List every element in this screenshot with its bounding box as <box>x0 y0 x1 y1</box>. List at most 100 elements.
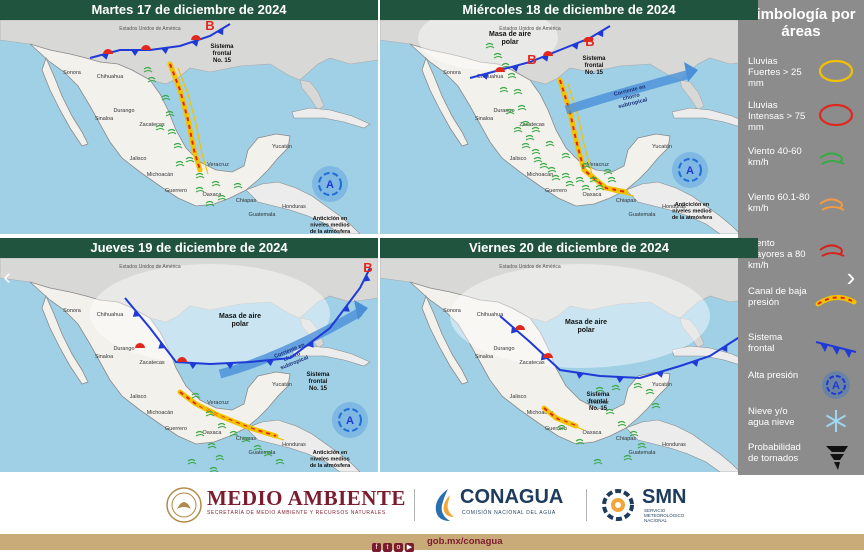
cold-front-triangle <box>216 27 224 36</box>
warm-front-semicircle <box>191 35 201 40</box>
wind-40-60-icon <box>185 156 195 163</box>
jet-stream-arrowhead <box>354 300 368 320</box>
anticyclone-label: Anticiclón en niveles medios de la atmósfe… <box>672 202 713 221</box>
state-label: Guerrero <box>545 426 567 432</box>
yellow-outline-icon <box>818 59 854 83</box>
cold-front-triangle <box>616 376 624 383</box>
legend-item-label: Alta presión <box>748 370 799 381</box>
social-icons: f t o ▶ <box>372 536 416 552</box>
state-label: Michoacán <box>147 410 174 416</box>
state-label: Veracruz <box>587 400 609 406</box>
state-label: Sonora <box>443 308 462 314</box>
jet-stream-arrow <box>218 308 363 379</box>
panel-title: Martes 17 de diciembre de 2024 <box>0 0 378 20</box>
youtube-icon[interactable]: ▶ <box>405 543 414 552</box>
cold-front-triangle <box>158 341 166 349</box>
twitter-icon[interactable]: t <box>383 543 392 552</box>
cold-front-triangle <box>161 47 169 54</box>
wind-40-60-icon <box>513 88 523 95</box>
central-america-land <box>625 419 741 472</box>
cold-front-triangle <box>576 372 584 379</box>
legend-item-label: Lluvias Intensas > 75 mm <box>748 100 806 133</box>
weather-map: Chihuahua Sonora Durango Sinaloa Zacatecas Ja… <box>0 20 378 234</box>
wind-40-60-icon <box>545 140 555 147</box>
forecast-panel-tuesday: Martes 17 de diciembre de 2024 Chihuahua… <box>0 0 378 234</box>
weather-map: Masa de aire polar Chihuahua Sonora Durango S… <box>380 258 758 472</box>
state-label: Yucatán <box>652 382 672 388</box>
cold-front-icon <box>815 341 857 358</box>
state-label: Guatemala <box>629 212 657 218</box>
low-pressure-icon: B <box>527 52 536 67</box>
anticyclone-label: Anticiclón en niveles medios de la atmósfe… <box>310 216 351 234</box>
wind-40-60-icon <box>215 454 225 461</box>
forecast-panel-thursday: Jueves 19 de diciembre de 2024 Masa de a… <box>0 238 378 472</box>
cold-front-triangle <box>596 29 604 38</box>
state-label: Guerrero <box>165 426 187 432</box>
wind-40-60-icon <box>547 166 557 173</box>
cold-front-triangle <box>511 326 519 334</box>
previous-arrow-icon[interactable]: ‹ <box>3 264 11 289</box>
forecast-panel-friday: Viernes 20 de diciembre de 2024 Masa de … <box>380 238 758 472</box>
legend-item-label: Probabilidad de tornados <box>748 442 801 464</box>
wind-40-60-icon <box>617 420 627 427</box>
airmass-label: Masa de aire polar <box>565 319 607 334</box>
state-label: Zacatecas <box>519 122 545 128</box>
tornado-icon <box>826 446 848 470</box>
wind-40-60-icon <box>551 174 561 181</box>
state-label: Oaxaca <box>583 192 603 198</box>
state-label: Honduras <box>282 204 306 210</box>
wind-40-60-icon <box>205 410 215 417</box>
legend-item: Viento 40-60 km/h <box>738 142 864 186</box>
baja-land <box>421 294 469 385</box>
legend-item-label: Viento 40-60 km/h <box>748 146 802 168</box>
front-label: Sistema frontal No. 15 <box>306 372 330 392</box>
state-label: Chiapas <box>236 436 256 442</box>
state-label: Jalisco <box>510 156 527 162</box>
smn-logo-text: SMN <box>642 486 687 508</box>
wind-40-60-icon <box>593 458 603 465</box>
warm-front-semicircle <box>543 353 553 358</box>
legend-item-label: Canal de baja presión <box>748 286 807 308</box>
state-label: Sinaloa <box>475 116 494 122</box>
baja-land <box>41 56 89 147</box>
wind-40-60-icon <box>611 384 621 391</box>
cold-front-triangle <box>266 359 274 366</box>
airmass-label: Masa de aire polar <box>219 313 261 328</box>
low-pressure-icon: B <box>205 20 214 33</box>
state-label: Durango <box>113 346 134 352</box>
state-label: Sinaloa <box>475 354 494 360</box>
state-label: Sinaloa <box>95 354 114 360</box>
state-label: Chihuahua <box>97 74 125 80</box>
low-pressure-trough <box>541 405 579 429</box>
state-label: Zacatecas <box>139 122 165 128</box>
warm-front-semicircle <box>515 325 525 330</box>
wind-40-60-icon <box>253 444 263 451</box>
state-label: Chihuahua <box>477 312 505 318</box>
jet-stream-arrow <box>564 69 692 115</box>
website-link[interactable]: gob.mx/conagua <box>427 536 503 547</box>
legend-item: Sistema frontal <box>738 328 864 372</box>
facebook-icon[interactable]: f <box>372 543 381 552</box>
red-outline-icon <box>818 103 854 127</box>
state-label: Jalisco <box>130 394 147 400</box>
state-label: Sinaloa <box>95 116 114 122</box>
state-label: Chihuahua <box>477 74 505 80</box>
country-label: Estados Unidos de América <box>119 264 181 270</box>
warm-front-semicircle <box>141 45 151 50</box>
state-label: Yucatán <box>272 382 292 388</box>
low-pressure-icon: B <box>585 34 594 49</box>
forecast-panel-wednesday: Miércoles 18 de diciembre de 2024 Masa d… <box>380 0 758 234</box>
warm-front-semicircle <box>103 49 113 54</box>
cold-front-triangle <box>131 50 139 56</box>
next-arrow-icon[interactable]: › <box>846 262 856 292</box>
state-label: Michoacán <box>147 172 174 178</box>
wind-40-60-icon <box>581 162 591 169</box>
legend-panel: Simbología por áreas Lluvias Fuertes > 2… <box>738 0 864 475</box>
instagram-icon[interactable]: o <box>394 543 403 552</box>
florida-land <box>299 79 325 111</box>
wind-40-60-icon <box>521 120 531 127</box>
state-label: Jalisco <box>510 394 527 400</box>
polar-airmass-area <box>418 20 558 70</box>
wind-40-60-icon <box>233 182 243 189</box>
wind-40-60-icon <box>195 430 205 437</box>
